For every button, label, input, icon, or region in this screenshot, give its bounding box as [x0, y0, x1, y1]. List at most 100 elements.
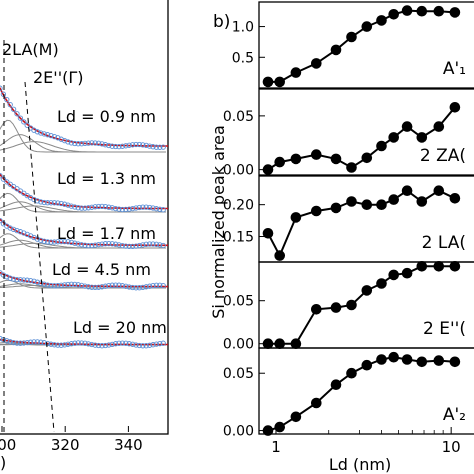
data-point [290, 411, 302, 423]
spectrum-point [133, 342, 139, 348]
data-point [311, 397, 322, 409]
spectrum-point [146, 204, 153, 211]
spectrum-point [123, 340, 129, 346]
data-point [262, 425, 274, 436]
spectrum-point [157, 340, 163, 347]
panel-series-label: 2 ZA( [420, 146, 466, 166]
spectrum-point [150, 282, 156, 289]
spectrum-point [78, 340, 85, 346]
spectrum-point [102, 203, 109, 210]
spectrum-point [0, 85, 3, 91]
spectrum-point [7, 101, 13, 108]
spectrum-point [72, 140, 78, 147]
left-x-ticklabel: 340 [114, 436, 143, 454]
spectrum-point [89, 140, 95, 146]
spectrum-point [99, 343, 105, 349]
spectrum-point [157, 242, 163, 248]
spectrum-point [126, 243, 132, 250]
data-point [346, 31, 357, 43]
spectrum-point [51, 239, 58, 245]
spectrum-point [44, 200, 51, 206]
panel-label-b: b) [213, 12, 230, 32]
spectrum-point [126, 284, 132, 290]
spectrum-point [68, 203, 75, 209]
data-point [311, 149, 322, 160]
spectrum-3 [0, 217, 168, 250]
spectrum-point [65, 202, 71, 208]
spectrum-point [116, 340, 122, 346]
spectrum-point [119, 242, 126, 249]
spectrum-point [106, 282, 112, 289]
spectrum-point [95, 342, 102, 349]
data-point [330, 302, 342, 313]
data-point [346, 367, 357, 379]
x-ticklabel: 10 [442, 438, 461, 456]
spectrum-point [92, 204, 98, 210]
right-x-axis-label: Ld (nm) [329, 455, 391, 474]
spectrum-point [119, 143, 126, 149]
data-point [433, 121, 445, 132]
fit-component [0, 205, 166, 213]
spectrum-point [41, 238, 47, 244]
data-point [401, 5, 413, 16]
data-point [311, 205, 322, 217]
spectrum-point [58, 136, 64, 142]
spectrum-point [78, 282, 85, 289]
spectrum-point [21, 230, 27, 236]
spectrum-point [123, 243, 129, 249]
spectrum-4 [0, 270, 168, 291]
spectrum-point [146, 241, 153, 247]
spectrum-point [68, 140, 75, 146]
spectrum-point [123, 143, 129, 149]
spectrum-point [14, 111, 20, 117]
spectrum-point [31, 339, 37, 345]
data-point [361, 199, 373, 210]
spectrum-point [38, 339, 44, 345]
spectrum-point [102, 241, 109, 247]
panel-series-label: 2 LA( [422, 233, 466, 253]
spectrum-point [150, 144, 156, 150]
spectrum-point [146, 143, 153, 149]
spectrum-point [92, 342, 98, 348]
spectrum-point [109, 241, 115, 247]
data-point [330, 379, 342, 391]
data-point [376, 15, 387, 26]
spectrum-point [157, 206, 163, 212]
spectrum-point [68, 281, 75, 287]
spectrum-point [95, 241, 102, 248]
right-panels: 0.51.0A'₁0.000.052 ZA(0.150.202 LA(0.000… [223, 1, 474, 456]
spectrum-point [34, 279, 41, 285]
data-point [433, 261, 445, 272]
spectrum-point [133, 205, 139, 211]
spectrum-point [17, 229, 24, 235]
y-ticklabel: 0.5 [232, 50, 254, 66]
data-point [376, 199, 387, 210]
data-point [346, 196, 357, 207]
spectrum-point [10, 106, 17, 112]
annotation-2e: 2E''(Γ) [33, 68, 83, 87]
y-ticklabel: 0.15 [223, 230, 254, 246]
spectrum-point [143, 343, 149, 349]
spectrum-point [95, 284, 102, 290]
spectrum-point [4, 338, 10, 344]
spectrum-point [85, 242, 92, 249]
spectrum-point [102, 283, 109, 289]
spectrum-point [7, 339, 13, 345]
spectrum-point [116, 282, 122, 288]
data-point [346, 162, 357, 173]
spectrum-point [146, 283, 153, 289]
spectrum-point [106, 342, 112, 348]
spectrum-point [75, 241, 81, 247]
spectrum-1 [0, 85, 169, 153]
spectrum-point [27, 277, 34, 284]
spectrum-5 [0, 335, 168, 349]
spectrum-point [55, 200, 61, 206]
spectrum-point [126, 142, 132, 148]
spectrum-point [4, 274, 10, 280]
x-ticklabel: 1 [271, 438, 281, 456]
data-point [274, 250, 286, 261]
spectrum-point [4, 179, 10, 185]
spectrum-point [123, 206, 129, 213]
spectrum-point [4, 96, 10, 103]
spectrum-point [72, 281, 78, 288]
